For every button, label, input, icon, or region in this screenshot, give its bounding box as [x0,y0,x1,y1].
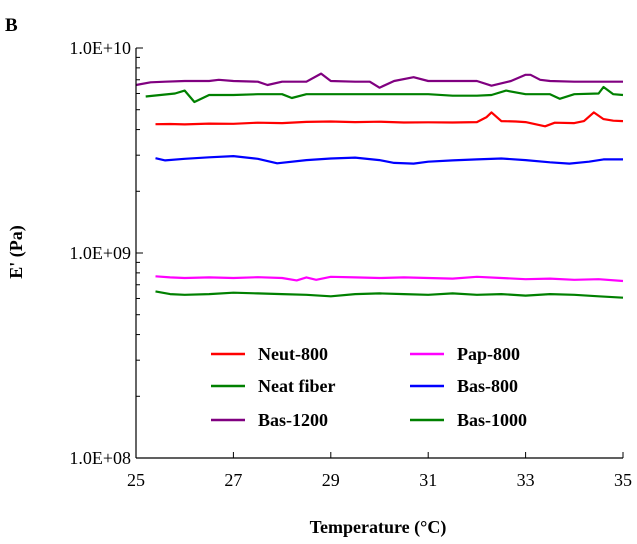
series-line-bas-1200 [135,72,623,89]
x-tick-label: 33 [517,470,535,490]
y-ticks: 1.0E+08 1.0E+09 1.0E+10 [69,38,143,468]
legend: Neut-800 Pap-800 Neat fiber Bas-800 Bas-1200… [211,344,527,430]
x-axis-title: Temperature (°C) [310,517,447,538]
x-tick-label: 31 [419,470,437,490]
series-line-neat-fiber [155,290,624,299]
series-line-neut-800 [155,111,624,128]
y-tick-label: 1.0E+08 [69,448,131,468]
x-tick-label: 27 [224,470,242,490]
legend-label-neut-800: Neut-800 [258,344,328,364]
x-tick-label: 35 [614,470,632,490]
plot-series [135,72,624,299]
legend-label-neat-fiber: Neat fiber [258,376,335,396]
series-line-bas-800 [155,155,623,165]
y-tick-label: 1.0E+09 [69,243,131,263]
x-ticks: 25 27 29 31 33 35 [127,452,632,490]
y-tick-label: 1.0E+10 [69,38,131,58]
series-line-bas-1000 [145,85,624,104]
panel-label: B [5,15,18,36]
legend-label-bas-1200: Bas-1200 [258,410,328,430]
series-line-pap-800 [155,275,624,283]
legend-label-bas-800: Bas-800 [457,376,518,396]
y-axis-title: E' (Pa) [6,225,27,279]
legend-label-bas-1000: Bas-1000 [457,410,527,430]
legend-label-pap-800: Pap-800 [457,344,520,364]
x-tick-label: 25 [127,470,145,490]
x-tick-label: 29 [322,470,340,490]
